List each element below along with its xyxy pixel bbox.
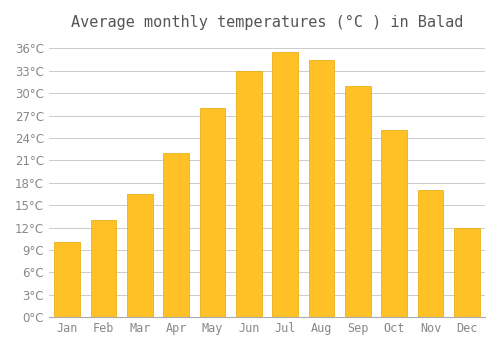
Bar	[382, 131, 407, 317]
Bar	[272, 52, 298, 317]
Bar	[454, 228, 479, 317]
Bar	[164, 153, 189, 317]
Bar	[236, 71, 262, 317]
Bar	[91, 220, 116, 317]
Bar	[309, 60, 334, 317]
Bar	[200, 108, 225, 317]
Bar	[418, 190, 443, 317]
Bar	[345, 86, 370, 317]
Title: Average monthly temperatures (°C ) in Balad: Average monthly temperatures (°C ) in Ba…	[71, 15, 463, 30]
Bar	[127, 194, 152, 317]
Bar	[54, 243, 80, 317]
